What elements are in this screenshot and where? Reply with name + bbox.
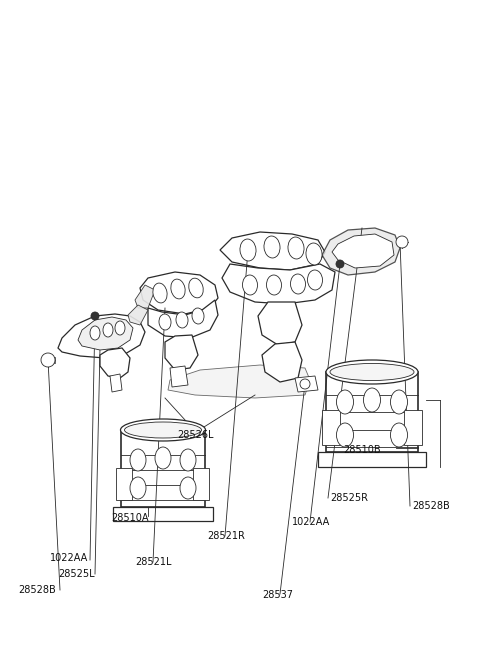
Ellipse shape: [120, 419, 205, 441]
Polygon shape: [318, 452, 426, 467]
Text: 28510B: 28510B: [343, 445, 381, 455]
Polygon shape: [404, 410, 422, 445]
Polygon shape: [140, 272, 218, 314]
Ellipse shape: [306, 243, 322, 265]
Polygon shape: [128, 305, 148, 325]
Polygon shape: [258, 302, 302, 345]
Polygon shape: [100, 348, 130, 378]
Polygon shape: [168, 365, 310, 398]
Ellipse shape: [103, 323, 113, 337]
Ellipse shape: [130, 477, 146, 499]
Ellipse shape: [288, 237, 304, 259]
Ellipse shape: [336, 390, 353, 414]
Ellipse shape: [240, 239, 256, 261]
Ellipse shape: [363, 388, 381, 412]
Polygon shape: [148, 300, 218, 338]
Text: 28525R: 28525R: [330, 493, 368, 503]
Ellipse shape: [391, 390, 408, 414]
Ellipse shape: [130, 449, 146, 471]
Ellipse shape: [115, 321, 125, 335]
Ellipse shape: [391, 423, 408, 447]
Polygon shape: [110, 374, 122, 392]
Polygon shape: [113, 507, 213, 521]
Ellipse shape: [153, 283, 167, 303]
Circle shape: [336, 260, 344, 268]
Ellipse shape: [180, 477, 196, 499]
Text: 28528B: 28528B: [18, 585, 56, 595]
Polygon shape: [193, 468, 209, 500]
Ellipse shape: [264, 236, 280, 258]
Polygon shape: [332, 234, 394, 268]
Polygon shape: [326, 372, 418, 452]
Ellipse shape: [176, 312, 188, 328]
Circle shape: [396, 236, 408, 248]
Polygon shape: [135, 285, 155, 308]
Polygon shape: [165, 335, 198, 370]
Ellipse shape: [189, 278, 203, 298]
Text: 1022AA: 1022AA: [50, 553, 88, 563]
Polygon shape: [295, 376, 318, 392]
Polygon shape: [78, 317, 133, 350]
Ellipse shape: [159, 314, 171, 330]
Ellipse shape: [330, 363, 414, 380]
Text: 28521R: 28521R: [207, 531, 245, 541]
Polygon shape: [58, 314, 145, 358]
Polygon shape: [322, 228, 400, 275]
Ellipse shape: [155, 447, 171, 469]
Ellipse shape: [90, 326, 100, 340]
Ellipse shape: [336, 423, 353, 447]
Ellipse shape: [266, 275, 281, 295]
Ellipse shape: [171, 279, 185, 299]
Circle shape: [300, 379, 310, 389]
Circle shape: [91, 312, 99, 320]
Polygon shape: [121, 430, 205, 507]
Polygon shape: [220, 232, 325, 270]
Text: 28521L: 28521L: [135, 557, 171, 567]
Ellipse shape: [326, 360, 418, 384]
Text: 28525L: 28525L: [58, 569, 95, 579]
Ellipse shape: [124, 422, 202, 438]
Text: 28537: 28537: [262, 590, 293, 600]
Ellipse shape: [290, 274, 305, 294]
Polygon shape: [42, 357, 55, 363]
Ellipse shape: [242, 275, 257, 295]
Polygon shape: [116, 468, 132, 500]
Text: 1022AA: 1022AA: [292, 517, 330, 527]
Polygon shape: [322, 410, 340, 445]
Text: 28528B: 28528B: [412, 501, 450, 511]
Polygon shape: [170, 366, 188, 387]
Ellipse shape: [308, 270, 323, 290]
Text: 28510A: 28510A: [111, 513, 149, 523]
Circle shape: [41, 353, 55, 367]
Ellipse shape: [180, 449, 196, 471]
Polygon shape: [262, 342, 302, 382]
Ellipse shape: [192, 308, 204, 324]
Text: 28526L: 28526L: [178, 430, 214, 440]
Polygon shape: [222, 264, 335, 304]
